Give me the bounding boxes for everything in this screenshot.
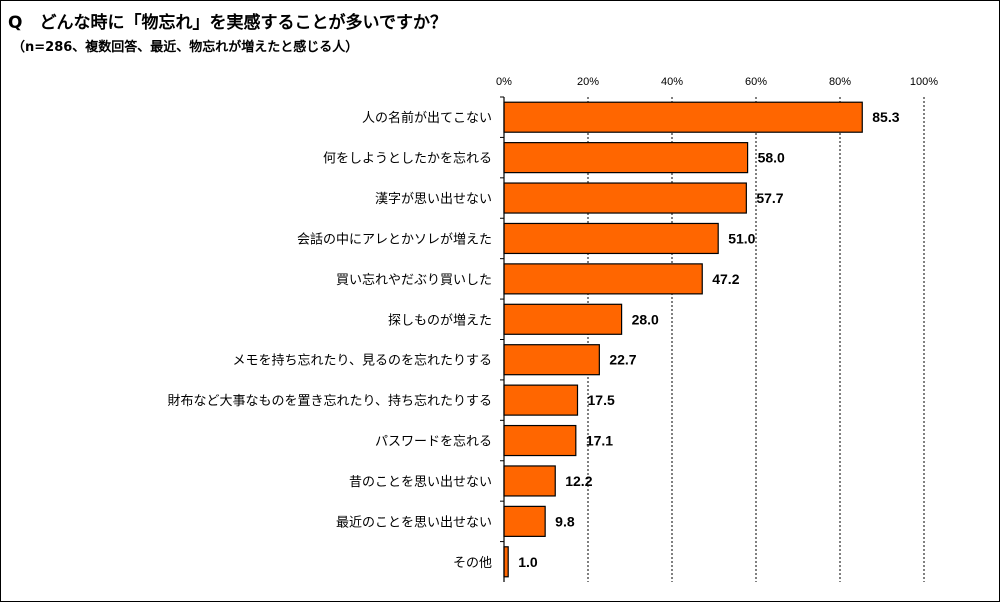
- bar: [503, 222, 719, 255]
- bar: [503, 182, 747, 214]
- bar: [503, 101, 863, 133]
- bar: [503, 384, 579, 416]
- bar: [503, 424, 577, 457]
- category-label: 人の名前が出てこない: [362, 110, 492, 126]
- category-label: 何をしようとしたかを忘れる: [323, 151, 492, 167]
- value-label: 51.0: [728, 230, 755, 246]
- value-label: 9.8: [555, 513, 575, 529]
- category-label: 探しものが増えた: [388, 313, 492, 328]
- value-labels: 85.3 58.0 57.7 51.0 47.2 28.0 22.7 17.5 17.1 12.2…: [518, 109, 900, 570]
- bars: [503, 101, 863, 578]
- bar: [503, 303, 623, 335]
- gridlines: [500, 96, 925, 582]
- bar: [503, 344, 600, 376]
- value-label: 58.0: [758, 150, 785, 166]
- x-tick-label: 20%: [577, 76, 599, 88]
- category-label: 会話の中にアレとかソレが増えた: [297, 231, 492, 247]
- value-label: 17.5: [588, 392, 615, 408]
- x-tick-label: 60%: [745, 76, 767, 88]
- category-labels: 人の名前が出てこない何をしようとしたかを忘れる漢字が思い出せない会話の中にアレと…: [168, 110, 492, 571]
- category-label: 買い忘れやだぶり買いした: [336, 273, 492, 288]
- value-label: 17.1: [586, 433, 613, 449]
- value-label: 47.2: [712, 271, 739, 287]
- x-tick-label: 80%: [829, 76, 851, 88]
- chart-subtitle: （n=286、複数回答、最近、物忘れが増えたと感じる人）: [12, 40, 359, 55]
- value-label: 1.0: [518, 554, 538, 570]
- category-label: 昔のことを思い出せない: [349, 475, 492, 490]
- value-label: 28.0: [632, 311, 659, 327]
- chart-title: Q どんな時に「物忘れ」を実感することが多いですか？: [8, 13, 447, 33]
- value-label: 85.3: [872, 109, 899, 125]
- bar: [503, 546, 509, 578]
- value-label: 22.7: [609, 352, 636, 368]
- x-tick-label: 0%: [496, 76, 512, 88]
- bar: [503, 465, 556, 497]
- category-label: 財布など大事なものを置き忘れたり、持ち忘れたりする: [168, 394, 492, 409]
- bar: [503, 142, 749, 174]
- x-tick-label: 100%: [910, 76, 938, 88]
- x-tick-label: 40%: [661, 76, 683, 88]
- value-label: 57.7: [756, 190, 783, 206]
- category-label: 漢字が思い出せない: [375, 192, 492, 207]
- x-axis-tick-labels: 0% 20% 40% 60% 80% 100%: [496, 76, 938, 88]
- bar: [503, 263, 703, 295]
- category-label: メモを持ち忘れたり、見るのを忘れたりする: [233, 354, 492, 369]
- category-label: 最近のことを思い出せない: [336, 515, 492, 530]
- category-label: パスワードを忘れる: [375, 435, 492, 450]
- value-label: 12.2: [565, 473, 592, 489]
- category-label: その他: [453, 556, 492, 571]
- bar: [503, 505, 546, 537]
